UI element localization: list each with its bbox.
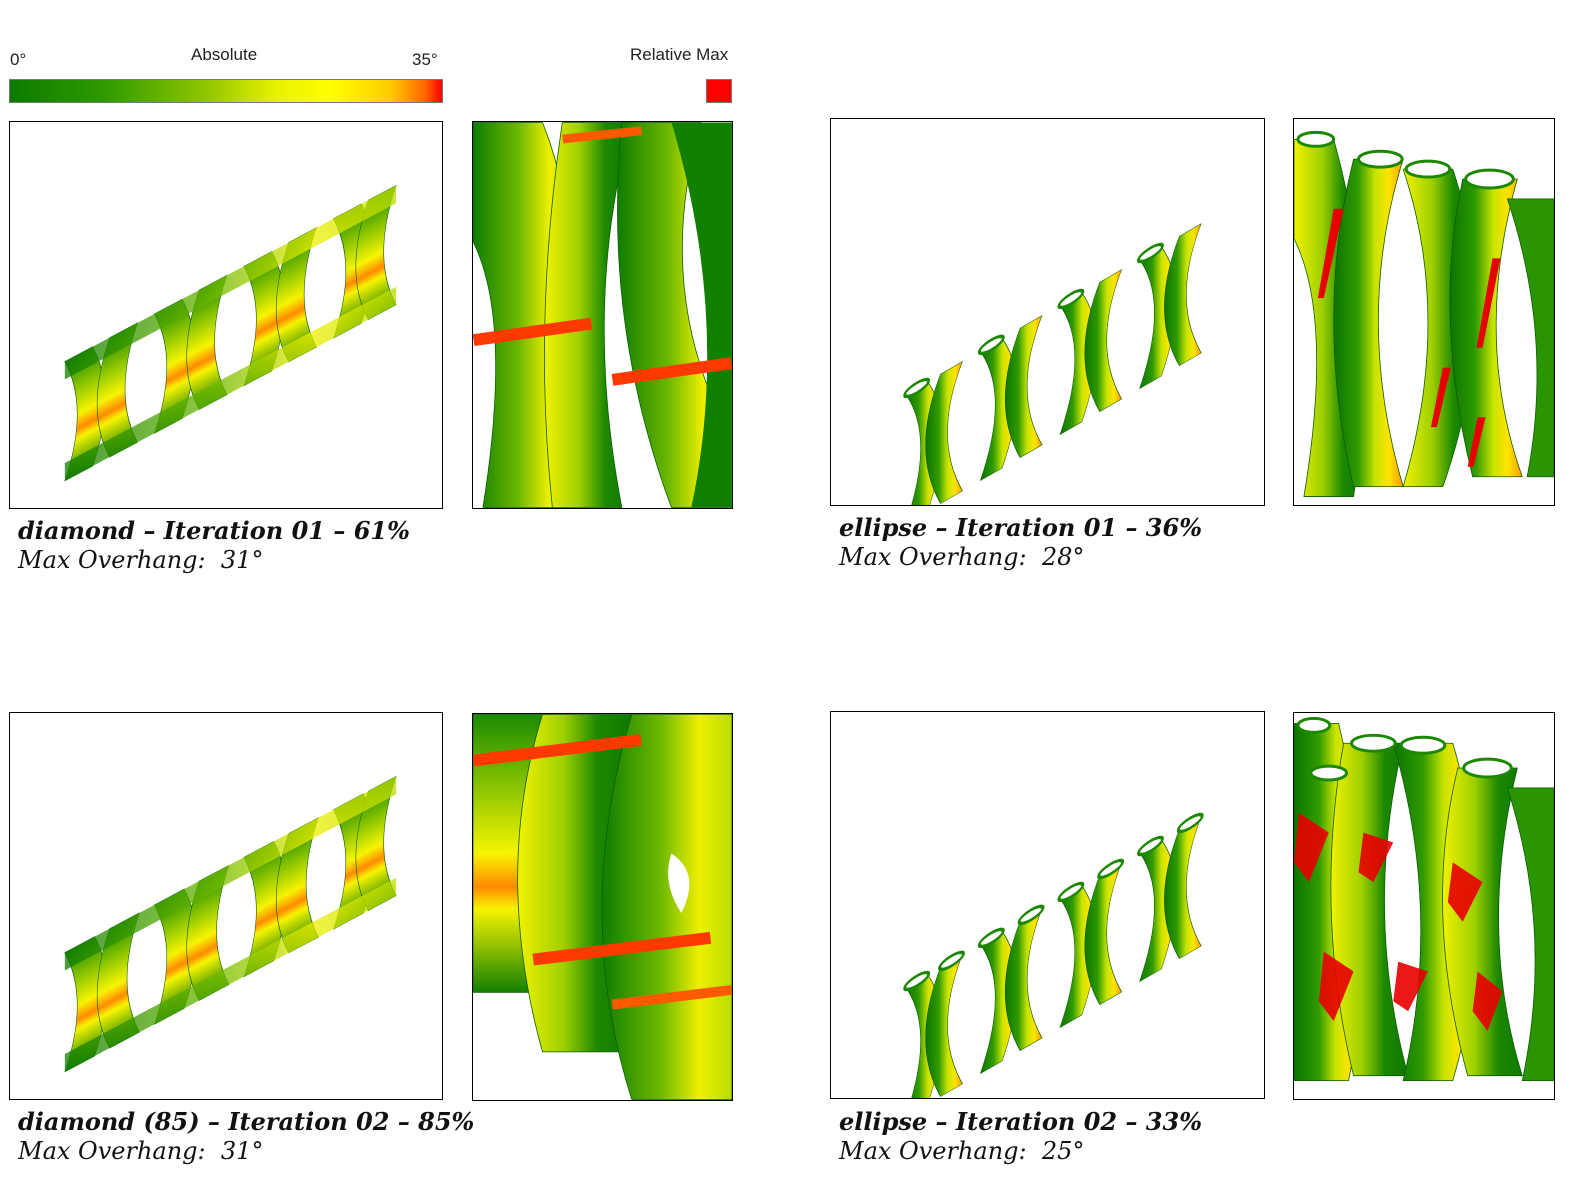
ellipse-iter02-overhang: Max Overhang: 25° [839, 1137, 1084, 1165]
overhang-value: 31° [220, 546, 264, 574]
overhang-value: 28° [1041, 543, 1085, 571]
overhang-label: Max Overhang: [18, 1137, 206, 1165]
legend-title: Absolute [191, 45, 258, 64]
ellipse-iter01-title: ellipse – Iteration 01 – 36% [839, 513, 1202, 542]
overhang-value: 25° [1041, 1137, 1085, 1165]
overhang-label: Max Overhang: [18, 546, 206, 574]
diamond-iter01-title: diamond – Iteration 01 – 61% [18, 516, 410, 545]
legend-max-label: 35° [412, 50, 438, 69]
ellipse-iter01-overhang: Max Overhang: 28° [839, 543, 1084, 571]
relative-max-label: Relative Max [630, 45, 729, 64]
diamond-iter02-overview-render [9, 712, 443, 1100]
diamond-iter02-title: diamond (85) – Iteration 02 – 85% [18, 1107, 475, 1136]
absolute-gradient-bar [9, 79, 443, 103]
ellipse-iter01-detail-render [1293, 118, 1555, 506]
overhang-value: 31° [220, 1137, 264, 1165]
diamond-iter02-detail-render [472, 713, 733, 1101]
ellipse-iter02-overview-render [830, 711, 1265, 1099]
ellipse-iter02-detail-render [1293, 712, 1555, 1100]
diamond-iter01-overview-render [9, 121, 443, 509]
diamond-iter02-overhang: Max Overhang: 31° [18, 1137, 263, 1165]
ellipse-iter02-title: ellipse – Iteration 02 – 33% [839, 1107, 1202, 1136]
ellipse-iter01-overview-render [830, 118, 1265, 506]
overhang-label: Max Overhang: [839, 1137, 1027, 1165]
diamond-iter01-overhang: Max Overhang: 31° [18, 546, 263, 574]
relative-max-swatch [706, 79, 732, 103]
legend-min-label: 0° [10, 50, 27, 69]
diamond-iter01-detail-render [472, 121, 733, 509]
overhang-label: Max Overhang: [839, 543, 1027, 571]
